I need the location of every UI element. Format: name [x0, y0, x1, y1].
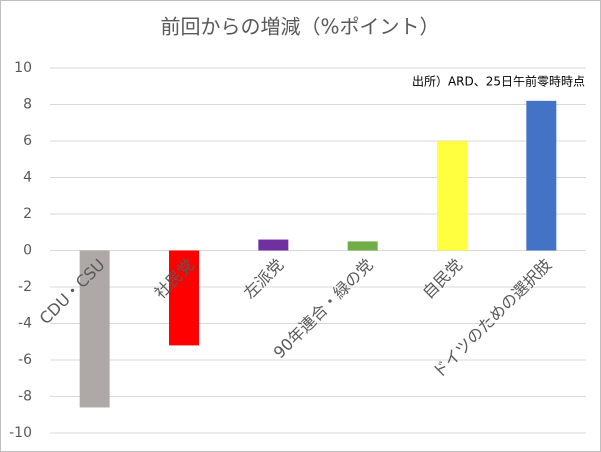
- y-tick-label: -2: [18, 279, 32, 295]
- y-tick-label: -8: [18, 389, 32, 405]
- bar: [169, 250, 199, 346]
- y-tick-label: 2: [23, 206, 32, 222]
- bar: [526, 100, 557, 251]
- bar: [258, 239, 289, 251]
- y-tick-label: 10: [14, 60, 32, 76]
- y-tick-label: -4: [18, 316, 32, 332]
- y-tick-label: 8: [23, 97, 32, 113]
- y-tick-label: 0: [23, 243, 32, 259]
- bar: [437, 141, 467, 251]
- bar: [347, 241, 378, 251]
- chart-title: 前回からの増減（%ポイント）: [160, 15, 439, 39]
- y-tick-label: -6: [18, 352, 32, 368]
- bar: [79, 250, 110, 408]
- annotation: 出所）ARD、25日午前零時時点: [412, 74, 585, 89]
- y-tick-label: 6: [23, 133, 32, 149]
- y-tick-label: -10: [9, 425, 32, 441]
- y-tick-label: 4: [23, 170, 32, 186]
